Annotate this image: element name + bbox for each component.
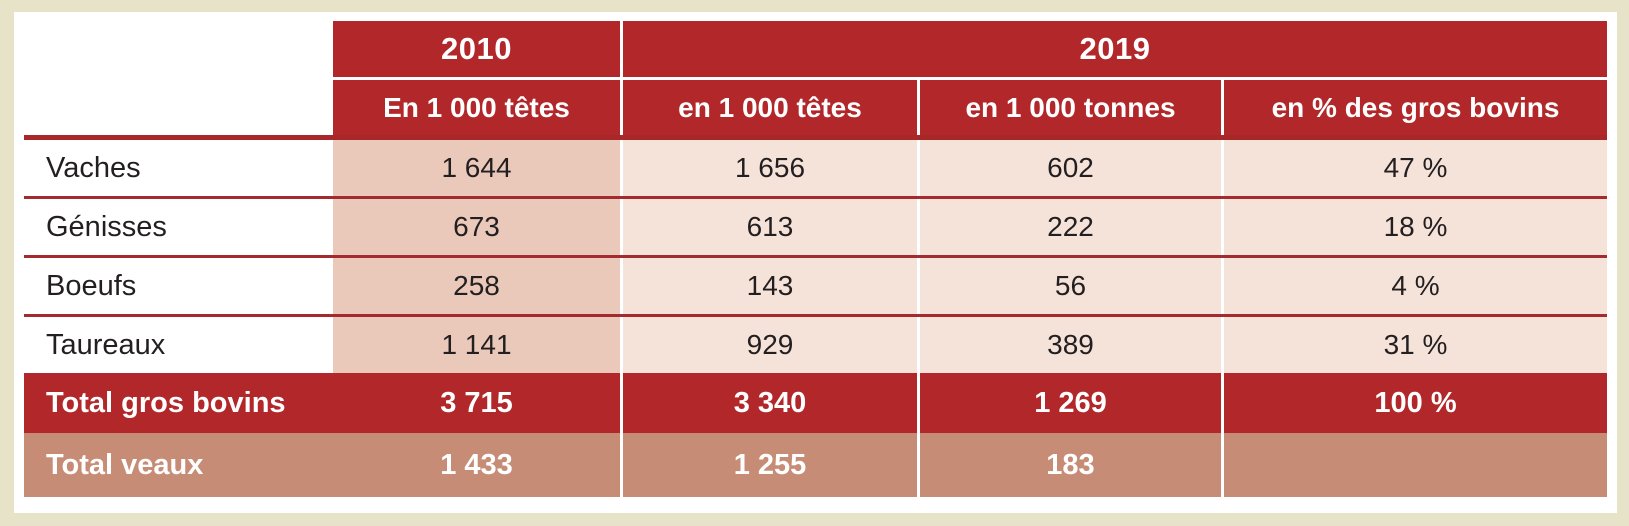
cell-value: 31 % (1221, 317, 1607, 373)
header-row-years: 2010 2019 (24, 21, 1607, 77)
cell-value: 1 255 (620, 433, 917, 497)
col-header-label: en 1 000 tonnes (965, 91, 1176, 123)
cell-value: 4 % (1221, 258, 1607, 314)
cell-value: 258 (333, 258, 620, 314)
header-blank-cell (24, 80, 333, 135)
cell-value: 3 715 (440, 386, 513, 419)
row-separator (24, 314, 1607, 317)
cell-value: 1 656 (620, 140, 917, 196)
year-2010-header: 2010 (333, 21, 620, 77)
year-2010-label: 2010 (441, 31, 512, 66)
cell-value (1221, 433, 1607, 497)
cell-value: 1 644 (333, 140, 620, 196)
col-header-2010-tetes: En 1 000 têtes (333, 80, 620, 135)
table-row-taureaux: Taureaux 1 141 929 389 31 % (24, 317, 1607, 373)
cell-value: 673 (333, 199, 620, 255)
cell-value: 100 % (1221, 373, 1607, 433)
col-header-label: en % des gros bovins (1271, 91, 1560, 123)
cell-value: 1 141 (333, 317, 620, 373)
cell-value: 222 (917, 199, 1221, 255)
header-corner-blank (24, 21, 333, 77)
header-underline (24, 135, 1607, 140)
cell-value: 183 (917, 433, 1221, 497)
row-label: Vaches (24, 140, 333, 196)
table-row-total-veaux: Total veaux 1 433 1 255 183 (24, 433, 1607, 497)
header-gap (24, 77, 1607, 80)
row-label: Total gros bovins (46, 386, 286, 419)
row-label: Génisses (24, 199, 333, 255)
col-header-label: en 1 000 têtes (678, 91, 862, 123)
table-row-total-gros-bovins: Total gros bovins 3 715 3 340 1 269 100 … (24, 373, 1607, 433)
row-separator (24, 255, 1607, 258)
row-separator (24, 196, 1607, 199)
cell-value: 47 % (1221, 140, 1607, 196)
cattle-statistics-table: 2010 2019 En 1 000 têtes en 1 000 têtes … (24, 21, 1607, 497)
cell-value: 143 (620, 258, 917, 314)
header-row-units: En 1 000 têtes en 1 000 têtes en 1 000 t… (24, 80, 1607, 135)
table-row-boeufs: Boeufs 258 143 56 4 % (24, 258, 1607, 314)
row-label: Taureaux (24, 317, 333, 373)
cell-value: 56 (917, 258, 1221, 314)
col-header-2019-pct: en % des gros bovins (1221, 80, 1607, 135)
cell-value: 929 (620, 317, 917, 373)
col-header-2019-tonnes: en 1 000 tonnes (917, 80, 1221, 135)
cell-value: 1 433 (440, 448, 513, 481)
cell-value: 3 340 (620, 373, 917, 433)
col-header-2019-tetes: en 1 000 têtes (620, 80, 917, 135)
cell-value: 1 269 (917, 373, 1221, 433)
table-row-genisses: Génisses 673 613 222 18 % (24, 199, 1607, 255)
cell-value: 18 % (1221, 199, 1607, 255)
cell-value: 389 (917, 317, 1221, 373)
year-2019-header: 2019 (620, 21, 1607, 77)
table-row-vaches: Vaches 1 644 1 656 602 47 % (24, 140, 1607, 196)
col-header-label: En 1 000 têtes (383, 91, 570, 123)
row-label: Total veaux (46, 448, 204, 481)
cell-value: 602 (917, 140, 1221, 196)
cell-value: 613 (620, 199, 917, 255)
row-label: Boeufs (24, 258, 333, 314)
year-2019-label: 2019 (1079, 31, 1151, 66)
